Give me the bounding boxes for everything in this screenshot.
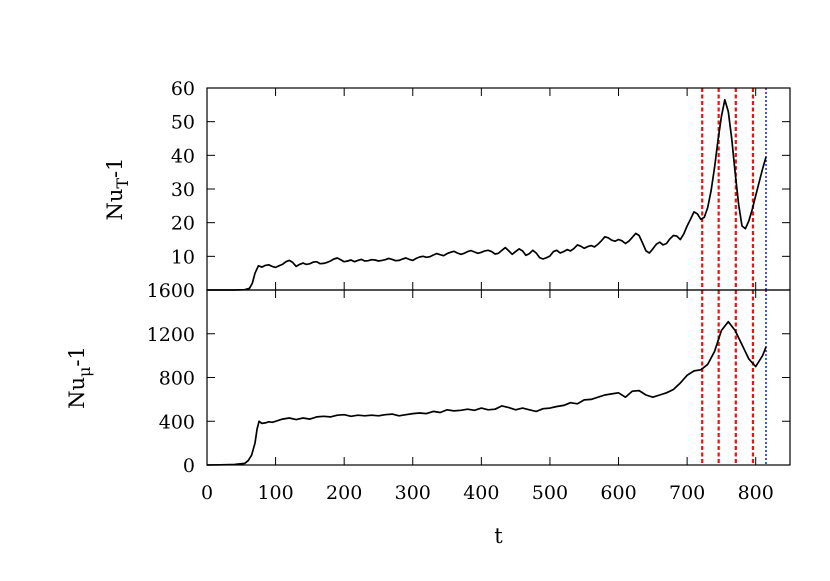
xtick-label: 100 (257, 482, 293, 504)
top-ylabel-base: Nu (103, 189, 127, 221)
bottom-ytick-label: 1600 (147, 280, 195, 302)
bottom-ylabel-sub: μ (75, 367, 94, 377)
xtick-label: 600 (600, 482, 636, 504)
bottom-ylabel-suffix: -1 (65, 346, 89, 366)
bottom-ytick-label: 800 (159, 368, 195, 390)
top-ylabel-suffix: -1 (103, 157, 127, 177)
xtick-label: 800 (738, 482, 774, 504)
xtick-label: 700 (669, 482, 705, 504)
top-ylabel: NuT-1 (103, 157, 132, 220)
xlabel: t (494, 524, 503, 548)
bottom-ylabel-base: Nu (65, 377, 89, 409)
top-ytick-label: 20 (171, 213, 195, 235)
top-ytick-label: 30 (171, 179, 195, 201)
xtick-label: 0 (201, 482, 213, 504)
xtick-label: 200 (326, 482, 362, 504)
top-ytick-label: 10 (171, 246, 195, 268)
bottom-ytick-label: 0 (183, 455, 195, 477)
bottom-ylabel: Nuμ-1 (65, 346, 94, 409)
top-ytick-label: 50 (171, 112, 195, 134)
bottom-ytick-label: 400 (159, 411, 195, 433)
chart-marks (206, 88, 767, 466)
top-ylabel-sub: T (113, 178, 132, 189)
top-ytick-label: 40 (171, 145, 195, 167)
xtick-label: 500 (532, 482, 568, 504)
plot-frames (206, 87, 791, 466)
top-ytick-label: 60 (171, 78, 195, 100)
xtick-label: 400 (463, 482, 499, 504)
bottom-series-line (206, 320, 767, 466)
top-series-line (207, 98, 767, 291)
bottom-ytick-label: 1200 (147, 324, 195, 346)
xtick-label: 300 (395, 482, 431, 504)
